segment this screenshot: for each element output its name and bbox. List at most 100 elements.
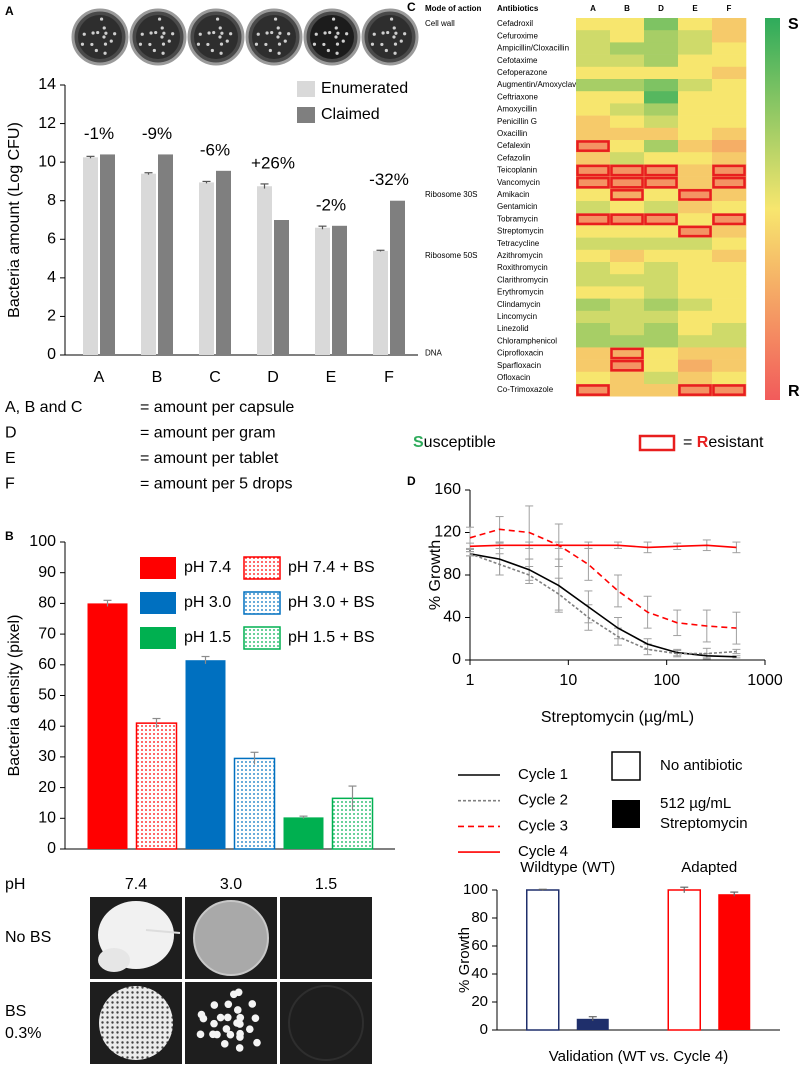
heat-cell xyxy=(712,188,747,202)
resistant-box xyxy=(712,213,746,226)
row-label: Streptomycin xyxy=(497,227,544,236)
heat-cell xyxy=(610,384,645,397)
heat-cell xyxy=(610,249,645,263)
heat-cell xyxy=(576,384,611,397)
row-label: Clindamycin xyxy=(497,300,541,309)
heat-cell xyxy=(678,66,713,80)
heat-cell xyxy=(678,310,713,324)
heat-cell xyxy=(576,201,611,214)
colony xyxy=(219,42,224,46)
colony xyxy=(104,31,108,35)
colony xyxy=(90,42,94,47)
heat-cell xyxy=(576,213,611,226)
colony xyxy=(218,35,222,39)
colony xyxy=(102,26,106,30)
row-label: Oxacillin xyxy=(497,129,527,138)
legend-label: Cycle 1 xyxy=(518,766,568,783)
x-tick-label: Adapted xyxy=(681,859,737,876)
heat-cell xyxy=(576,359,611,373)
bar xyxy=(315,227,330,355)
y-tick-label: 10 xyxy=(38,810,56,827)
legend-label: pH 1.5 xyxy=(184,629,231,646)
resistant-box xyxy=(576,164,610,177)
row-label: Clarithromycin xyxy=(497,275,548,284)
x-tick-label: A xyxy=(94,369,105,386)
bar xyxy=(576,1018,609,1030)
heat-cell xyxy=(678,127,713,141)
row-label: Amoxycillin xyxy=(497,105,537,114)
y-axis-label: % Growth xyxy=(456,927,473,993)
x-tick-label: F xyxy=(384,369,394,386)
colony xyxy=(160,35,164,39)
bar xyxy=(373,250,388,355)
colony xyxy=(162,31,166,35)
text-part: R xyxy=(697,434,709,451)
heat-cell xyxy=(610,79,645,92)
heat-cell xyxy=(610,201,645,214)
note: D xyxy=(5,425,17,442)
colony xyxy=(209,1030,217,1039)
colony xyxy=(345,32,349,36)
heat-cell xyxy=(610,164,645,177)
heat-cell xyxy=(644,201,679,214)
colony xyxy=(393,51,397,55)
resistant-box xyxy=(610,189,644,201)
bar xyxy=(332,225,347,355)
note: = amount per tablet xyxy=(140,450,279,467)
legend-label: pH 1.5 + BS xyxy=(288,629,375,646)
heat-cell xyxy=(644,298,679,312)
colony xyxy=(224,1000,233,1009)
row-label: Teicoplanin xyxy=(497,166,537,175)
resistant-box xyxy=(576,213,610,226)
colony xyxy=(335,51,339,55)
note: = amount per gram xyxy=(140,425,276,442)
colony xyxy=(277,42,282,46)
heat-cell xyxy=(644,66,679,80)
heat-cell xyxy=(576,286,611,299)
bar xyxy=(667,889,701,1031)
legend-label: pH 3.0 + BS xyxy=(288,594,375,611)
group-label: Ribosome 30S xyxy=(425,190,477,199)
heat-cell xyxy=(712,30,747,43)
row-label: Cefazolin xyxy=(497,153,530,162)
heat-cell xyxy=(610,103,645,116)
x-tick-label: 1000 xyxy=(747,672,783,689)
heat-cell xyxy=(610,54,645,68)
colony xyxy=(149,31,153,35)
legend-swatch xyxy=(140,592,176,614)
heat-cell xyxy=(712,127,747,141)
colony xyxy=(140,32,144,36)
heat-cell xyxy=(644,152,679,165)
heat-cell xyxy=(678,164,713,177)
resistant-box xyxy=(644,176,678,189)
heat-cell xyxy=(712,201,747,214)
colorbar-label: S xyxy=(788,16,799,33)
legend-label: = Resistant xyxy=(683,434,764,451)
row-label: Sparfloxacin xyxy=(497,361,541,370)
annotation: +26% xyxy=(251,153,295,172)
y-tick-label: 30 xyxy=(38,748,56,765)
bar xyxy=(274,220,289,355)
heat-cell xyxy=(610,310,645,324)
legend-swatch xyxy=(243,626,281,650)
colorbar xyxy=(765,18,780,400)
row-label: Vancomycin xyxy=(497,178,540,187)
heat-cell xyxy=(644,213,679,226)
bar xyxy=(135,722,178,850)
colony xyxy=(196,42,201,46)
row-label: Chloramphenicol xyxy=(497,336,557,345)
resistant-box xyxy=(712,164,746,177)
heat-cell xyxy=(610,152,645,165)
plate-row-label: BS xyxy=(5,1003,26,1020)
text-part: usceptible xyxy=(424,434,496,451)
bar xyxy=(199,182,214,355)
heat-cell xyxy=(644,237,679,251)
heat-cell xyxy=(576,164,611,177)
bar xyxy=(87,603,128,849)
colony xyxy=(389,17,394,21)
colony xyxy=(207,31,211,35)
heat-cell xyxy=(644,54,679,68)
colony xyxy=(103,51,107,55)
row-label: Tetracycline xyxy=(497,239,540,248)
colony xyxy=(167,39,171,43)
